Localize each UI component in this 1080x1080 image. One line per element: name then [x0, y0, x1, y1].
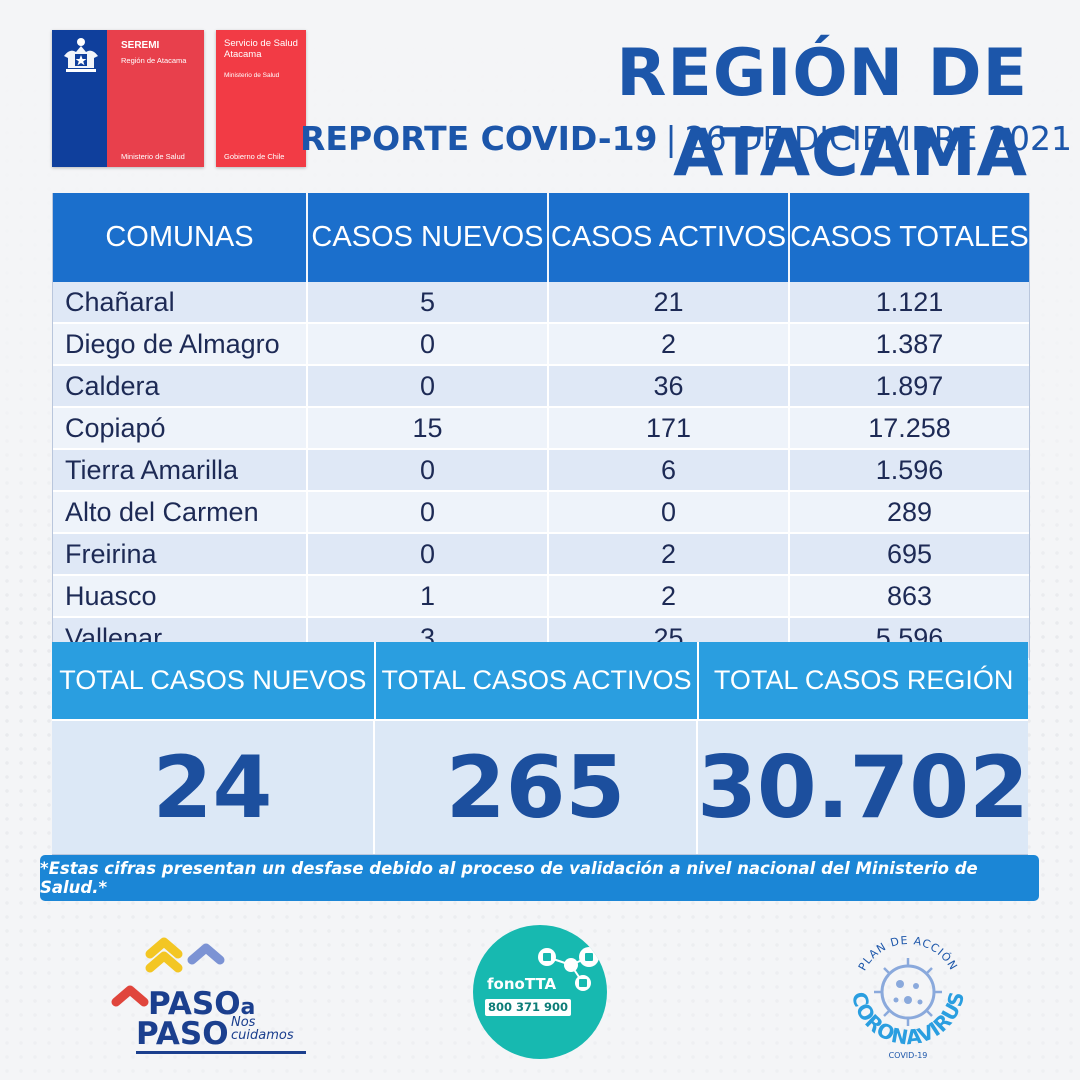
total-nuevos-value: 24 — [52, 721, 375, 854]
chile-crest-icon — [64, 38, 98, 72]
totals-panel: TOTAL CASOS NUEVOS TOTAL CASOS ACTIVOS T… — [52, 642, 1029, 855]
cell-casos-nuevos: 0 — [308, 324, 549, 364]
seremi-region: Región de Atacama — [121, 56, 187, 65]
cell-casos-activos: 2 — [549, 324, 790, 364]
total-activos-label: TOTAL CASOS ACTIVOS — [376, 642, 700, 719]
cell-comuna: Tierra Amarilla — [53, 450, 308, 490]
cell-casos-activos: 171 — [549, 408, 790, 448]
cell-comuna: Copiapó — [53, 408, 308, 448]
cell-casos-nuevos: 5 — [308, 282, 549, 322]
cell-casos-nuevos: 0 — [308, 366, 549, 406]
paso-tagline-2: cuidamos — [231, 1028, 294, 1043]
cell-casos-totales: 289 — [886, 496, 933, 527]
paso-chevrons-icon — [111, 937, 225, 1007]
seremi-logo: SEREMI Región de Atacama Ministerio de S… — [52, 30, 204, 167]
seremi-ministry: Ministerio de Salud — [121, 152, 185, 161]
cell-casos-totales: 1.596 — [875, 454, 944, 485]
cell-casos-activos: 2 — [549, 534, 790, 574]
report-label: REPORTE COVID-19 — [300, 119, 658, 158]
servicio-government: Gobierno de Chile — [224, 152, 285, 161]
paso-word-1: PASO — [148, 986, 241, 1022]
cell-casos-totales: 1.897 — [875, 370, 944, 401]
cell-casos-activos: 21 — [549, 282, 790, 322]
total-nuevos-label: TOTAL CASOS NUEVOS — [52, 642, 376, 719]
cell-comuna: Diego de Almagro — [53, 324, 308, 364]
table-row: Alto del Carmen 0 0 289 — [53, 492, 1029, 534]
fonotta-number: 800 371 900 — [485, 999, 571, 1016]
column-header-comunas: COMUNAS — [53, 193, 308, 282]
fonotta-logo: fonoTTA 800 371 900 — [473, 925, 607, 1059]
seremi-logo-blue-panel — [52, 30, 107, 167]
cell-casos-totales: 1.121 — [875, 286, 944, 317]
table-row: Chañaral 5 21 1.121 — [53, 282, 1029, 324]
cell-comuna: Freirina — [53, 534, 308, 574]
cell-casos-nuevos: 0 — [308, 492, 549, 532]
table-row: Freirina 0 2 695 — [53, 534, 1029, 576]
cell-casos-activos: 0 — [549, 492, 790, 532]
cases-table: COMUNAS CASOS NUEVOS CASOS ACTIVOS CASOS… — [52, 193, 1030, 660]
fonotta-network-icon — [538, 947, 599, 991]
column-header-casos-activos: CASOS ACTIVOS — [549, 193, 790, 282]
cell-casos-activos: 36 — [549, 366, 790, 406]
page-subtitle: REPORTE COVID-19 | 26 DE DICIEMBRE 2021 — [300, 116, 1072, 162]
report-date: 26 DE DICIEMBRE 2021 — [684, 119, 1072, 158]
cell-casos-nuevos: 1 — [308, 576, 549, 616]
paso-tagline-1: Nos — [231, 1015, 256, 1030]
cell-comuna: Caldera — [53, 366, 308, 406]
table-row: Huasco 1 2 863 — [53, 576, 1029, 618]
table-row: Tierra Amarilla 0 6 1.596 — [53, 450, 1029, 492]
table-header: COMUNAS CASOS NUEVOS CASOS ACTIVOS CASOS… — [53, 193, 1029, 282]
servicio-name: Servicio de Salud Atacama — [224, 38, 298, 60]
cell-casos-activos: 2 — [549, 576, 790, 616]
paso-tagline: Nos cuidamos — [231, 1016, 294, 1042]
subtitle-separator: | — [665, 119, 677, 158]
disclaimer-note: *Estas cifras presentan un desfase debid… — [40, 855, 1039, 901]
plan-coronavirus-logo: PLAN DE ACCIÓN CORONAVIRUS COVID-19 — [847, 934, 969, 1060]
total-region-value: 30.702 — [697, 737, 1029, 838]
cell-comuna: Chañaral — [53, 282, 308, 322]
cell-casos-totales: 695 — [886, 538, 933, 569]
totals-values: 24 265 30.702 — [52, 719, 1029, 855]
totals-header: TOTAL CASOS NUEVOS TOTAL CASOS ACTIVOS T… — [52, 642, 1028, 719]
plan-bottom-text: COVID-19 — [889, 1051, 928, 1060]
page-title: REGIÓN DE ATACAMA — [616, 36, 1028, 191]
total-region-label: TOTAL CASOS REGIÓN — [713, 665, 1014, 695]
cell-casos-totales: 17.258 — [868, 412, 951, 443]
table-row: Caldera 0 36 1.897 — [53, 366, 1029, 408]
cell-comuna: Alto del Carmen — [53, 492, 308, 532]
servicio-ministry: Ministerio de Salud — [224, 72, 280, 79]
column-header-casos-totales: CASOS TOTALES — [790, 221, 1029, 253]
column-header-casos-nuevos: CASOS NUEVOS — [308, 193, 549, 282]
servicio-salud-logo: Servicio de Salud Atacama Ministerio de … — [216, 30, 306, 167]
paso-underline — [136, 1051, 306, 1054]
fonotta-name: fonoTTA — [487, 975, 557, 993]
table-row: Copiapó 15 171 17.258 — [53, 408, 1029, 450]
cell-casos-nuevos: 0 — [308, 450, 549, 490]
paso-line-1: PASOa — [148, 986, 255, 1022]
virus-icon — [874, 958, 942, 1026]
paso-line-2: PASO — [136, 1016, 229, 1052]
cell-casos-nuevos: 0 — [308, 534, 549, 574]
cell-casos-totales: 1.387 — [875, 328, 944, 359]
cell-casos-nuevos: 15 — [308, 408, 549, 448]
paso-a: a — [240, 995, 256, 1020]
cell-casos-totales: 863 — [886, 580, 933, 611]
paso-a-paso-logo: PASOa PASO Nos cuidamos — [108, 934, 308, 1054]
table-body: Chañaral 5 21 1.121 Diego de Almagro 0 2 1.387 C… — [53, 282, 1029, 660]
seremi-logo-red-panel: SEREMI Región de Atacama Ministerio de S… — [107, 30, 204, 167]
cell-casos-activos: 6 — [549, 450, 790, 490]
cell-comuna: Huasco — [53, 576, 308, 616]
seremi-name: SEREMI — [121, 40, 160, 51]
table-row: Diego de Almagro 0 2 1.387 — [53, 324, 1029, 366]
total-activos-value: 265 — [375, 721, 698, 854]
